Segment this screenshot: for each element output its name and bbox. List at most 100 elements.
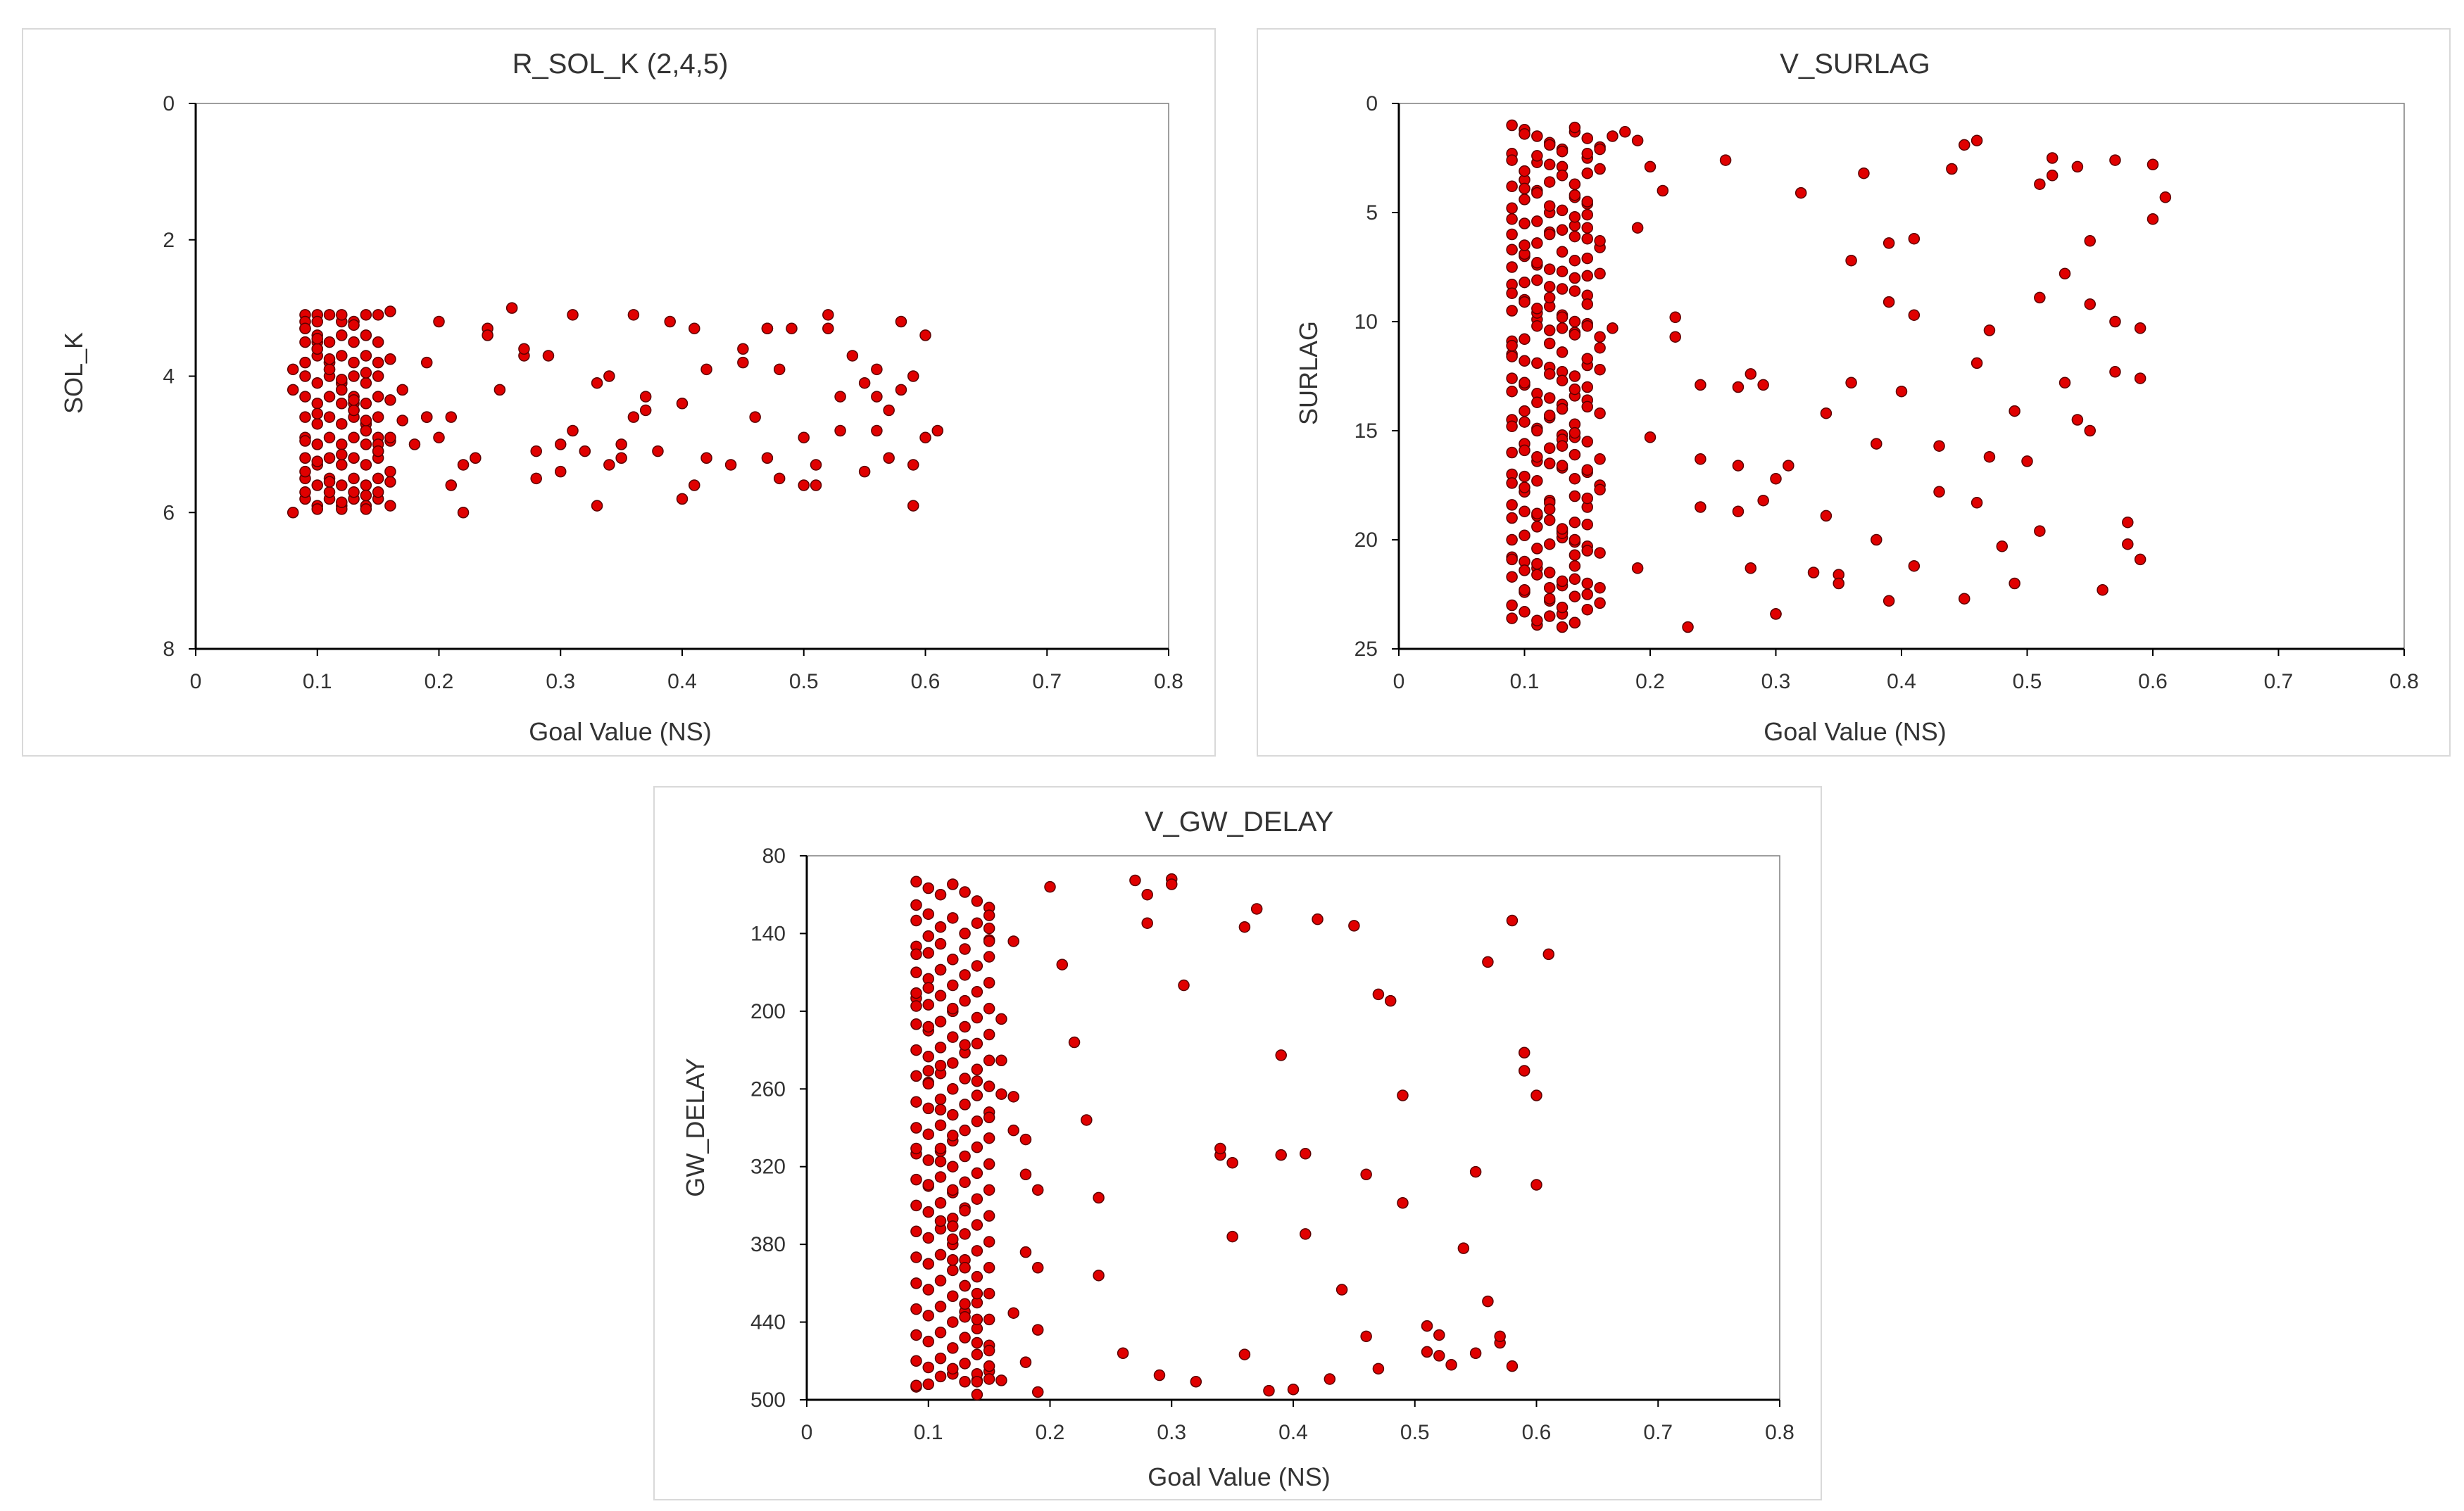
scatter-point [336,398,348,410]
scatter-point [2058,267,2071,280]
scatter-point [1384,994,1397,1007]
scatter-point [1543,337,1556,350]
scatter-point [934,1016,947,1028]
scatter-point [934,1156,947,1168]
scatter-point [1445,1359,1457,1371]
scatter-point [834,424,846,437]
scatter-point [360,367,372,379]
scatter-point [983,1002,995,1015]
scatter-point [1519,584,1530,596]
scatter-point [934,1059,947,1072]
y-tick-label: 5 [1366,201,1378,225]
x-tick-label: 0.2 [1635,670,1665,693]
scatter-point [907,459,919,471]
scatter-point [1581,196,1593,208]
scatter-point [1569,178,1581,190]
scatter-point [737,356,749,369]
scatter-point [810,479,822,491]
scatter-point [1519,444,1530,457]
scatter-point [360,503,372,515]
scatter-point [1300,1148,1312,1160]
scatter-point [1519,564,1530,576]
y-tick-label: 80 [762,845,786,868]
scatter-point [1506,154,1518,166]
scatter-point [1820,407,1833,419]
scatter-point [1770,608,1782,620]
scatter-point [1543,581,1556,594]
scatter-point [1494,1330,1506,1343]
scatter-point [1581,436,1593,448]
scatter-point [910,1044,922,1056]
scatter-point [1530,1089,1542,1101]
scatter-point [1732,505,1745,517]
scatter-point [348,336,360,348]
scatter-point [773,363,786,376]
scatter-point [2071,414,2084,426]
scatter-point [959,994,971,1007]
scatter-point [1845,254,1857,267]
scatter-point [2159,191,2172,203]
scatter-point [384,465,396,478]
scatter-point [1556,170,1569,182]
scatter-point [761,452,774,464]
scatter-point [822,322,834,334]
scatter-point [922,1077,934,1090]
scatter-point [1569,121,1581,134]
scatter-point [1871,533,1882,546]
scatter-point [1141,917,1153,929]
scatter-point [1594,143,1606,156]
scatter-point [311,315,323,328]
scatter-point [971,1075,983,1087]
scatter-point [947,1233,959,1246]
scatter-point [372,411,384,423]
scatter-point [910,1303,922,1315]
x-tick-label: 0.4 [1887,670,1916,693]
scatter-point [871,424,883,437]
scatter-point [1581,132,1593,144]
scatter-point [1519,481,1530,493]
scatter-point [922,1065,934,1077]
scatter-point [2109,366,2121,378]
scatter-point [1732,381,1745,393]
scatter-point [1569,490,1581,502]
x-tick-label: 0 [1393,670,1405,693]
scatter-point [1581,320,1593,332]
scatter-point [858,377,871,389]
scatter-point [348,319,360,331]
scatter-point [299,322,311,334]
scatter-point [1543,324,1556,336]
scatter-point [615,452,627,464]
scatter-point [1556,346,1569,358]
scatter-point [396,384,408,396]
scatter-point [384,305,396,317]
scatter-point [959,969,971,981]
scatter-point [1506,446,1518,459]
scatter-point [336,418,348,430]
scatter-point [639,391,652,403]
scatter-point [1531,150,1543,162]
scatter-point [971,1313,983,1326]
scatter-point [360,398,372,410]
scatter-point [983,1287,995,1300]
y-tick-label: 440 [750,1311,786,1334]
y-tick-label: 15 [1354,419,1378,443]
scatter-point [299,336,311,348]
scatter-point [1506,599,1518,612]
scatter-point [433,315,445,328]
y-axis-title: SOL_K [59,332,88,414]
scatter-point [983,1236,995,1248]
scatter-point [871,363,883,376]
scatter-point [934,1119,947,1132]
scatter-point [1695,453,1706,465]
scatter-point [1506,512,1518,524]
scatter-point [384,394,396,406]
scatter-point [1506,533,1518,546]
scatter-point [971,1270,983,1283]
x-tick-label: 0.7 [1643,1421,1673,1444]
scatter-point [323,309,336,321]
scatter-point [1594,267,1606,280]
scatter-point [947,1184,959,1196]
x-tick-label: 0.8 [1765,1421,1794,1444]
scatter-point [1482,956,1494,968]
scatter-point [1933,440,1945,452]
